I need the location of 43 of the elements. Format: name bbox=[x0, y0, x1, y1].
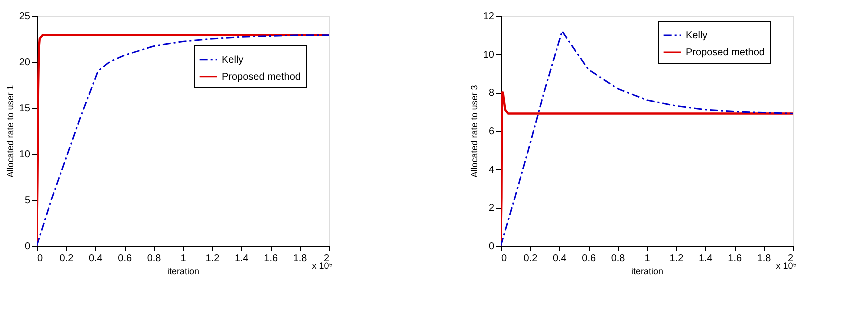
x-tick-label: 0.8 bbox=[611, 254, 626, 264]
y-tick-label: 2 bbox=[488, 203, 495, 214]
y-axis-title: Allocated rate to user 3 bbox=[469, 85, 480, 178]
x-tick-label: 0.2 bbox=[60, 254, 74, 264]
x-tick-label: 1.8 bbox=[293, 254, 308, 264]
text: x 10⁵ bbox=[312, 261, 334, 271]
y-tick-label: 0 bbox=[24, 242, 31, 252]
x-tick-label: 1 bbox=[180, 254, 187, 264]
y-tick-label: 20 bbox=[19, 58, 31, 68]
x-tick-label: 0 bbox=[502, 254, 508, 264]
y-tick-label: 25 bbox=[19, 12, 31, 22]
legend-label: Proposed method bbox=[686, 48, 765, 58]
x-tick-label: 1.4 bbox=[698, 254, 714, 264]
y-tick-label: 8 bbox=[488, 88, 495, 100]
x-tick-label: 0.6 bbox=[118, 254, 132, 264]
x-tick-label: 1.2 bbox=[670, 254, 684, 264]
text: x 10⁵ bbox=[776, 261, 798, 271]
y-tick-label: 4 bbox=[488, 164, 495, 176]
x-tick-label: 0.2 bbox=[524, 254, 538, 264]
x-tick-label: 0.4 bbox=[88, 254, 104, 264]
y-tick-label: 6 bbox=[488, 126, 495, 138]
x-tick-label: 1 bbox=[644, 254, 651, 264]
legend-label: Proposed method bbox=[222, 72, 301, 83]
x-tick-label: 0.4 bbox=[552, 254, 568, 264]
x-tick-label: 0.8 bbox=[147, 254, 162, 264]
x-tick-label: 0 bbox=[38, 254, 44, 264]
x-tick-label: 1.4 bbox=[234, 254, 250, 264]
y-tick-label: 5 bbox=[24, 196, 31, 206]
x-axis-title: iteration bbox=[167, 266, 200, 276]
legend-label: Kelly bbox=[222, 54, 244, 66]
y-tick-label: 10 bbox=[19, 150, 31, 160]
y-tick-label: 10 bbox=[483, 50, 495, 61]
x-tick-label: 1.8 bbox=[757, 254, 772, 264]
x-tick-label: 1.6 bbox=[264, 254, 278, 264]
y-tick-label: 12 bbox=[483, 12, 495, 22]
x-tick-label: 1.2 bbox=[206, 254, 220, 264]
y-tick-label: 15 bbox=[19, 104, 31, 114]
y-axis-title: Allocated rate to user 1 bbox=[5, 85, 16, 178]
x-tick-label: 1.6 bbox=[728, 254, 742, 264]
x-axis-title: iteration bbox=[631, 266, 664, 276]
y-tick-label: 0 bbox=[488, 242, 495, 252]
x-tick-label: 0.6 bbox=[582, 254, 596, 264]
legend-label: Kelly bbox=[686, 30, 708, 42]
